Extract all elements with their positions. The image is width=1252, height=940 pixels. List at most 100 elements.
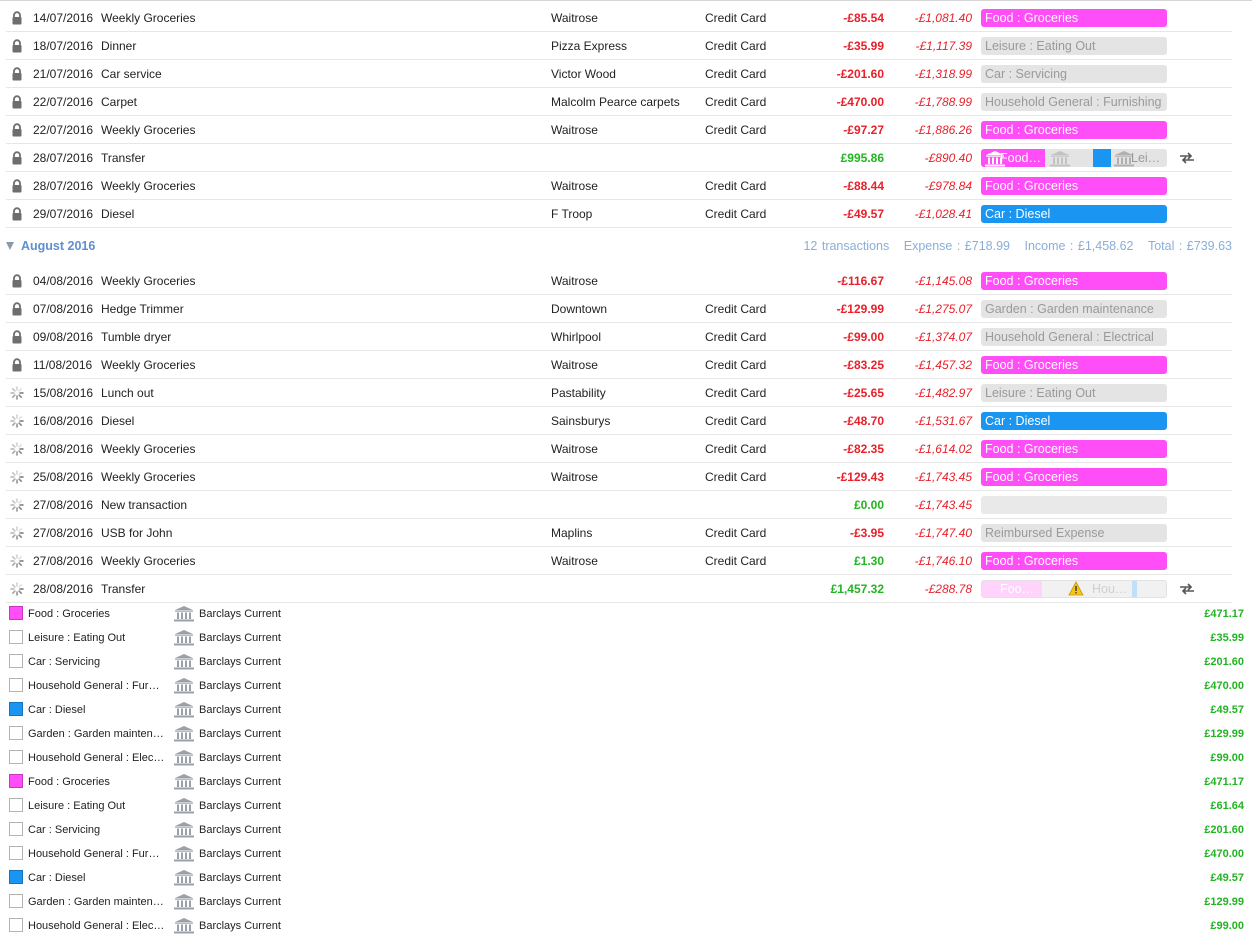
transaction-account: Credit Card	[705, 11, 767, 25]
transaction-row[interactable]: 22/07/2016 Carpet Malcolm Pearce carpets Cr…	[6, 88, 1232, 116]
split-category-tag[interactable]: Foo… Hou…	[981, 580, 1167, 598]
split-row[interactable]: Food : Groceries Barclays Current £471.17	[0, 602, 1252, 626]
transaction-row[interactable]: 25/08/2016 Weekly Groceries Waitrose Credit…	[6, 463, 1232, 491]
pending-icon	[10, 470, 24, 484]
split-row[interactable]: Car : Diesel Barclays Current £49.57	[0, 866, 1252, 890]
transaction-row[interactable]: 09/08/2016 Tumble dryer Whirlpool Credit Ca…	[6, 323, 1232, 351]
transaction-row[interactable]: 27/08/2016 New transaction £0.00 -£1,743.45	[6, 491, 1232, 519]
transaction-row[interactable]: 11/08/2016 Weekly Groceries Waitrose Credit…	[6, 351, 1232, 379]
category-tag[interactable]: Food : Groceries	[981, 552, 1167, 570]
transaction-description: Weekly Groceries	[101, 11, 196, 25]
category-tag[interactable]: Food : Groceries	[981, 121, 1167, 139]
category-color-swatch	[9, 918, 23, 932]
transaction-row[interactable]: 07/08/2016 Hedge Trimmer Downtown Credit Ca…	[6, 295, 1232, 323]
transaction-row[interactable]: 16/08/2016 Diesel Sainsburys Credit Card -£4…	[6, 407, 1232, 435]
split-row[interactable]: Leisure : Eating Out Barclays Current £61.…	[0, 794, 1252, 818]
split-row[interactable]: Garden : Garden mainten… Barclays Current…	[0, 722, 1252, 746]
split-account: Barclays Current	[199, 920, 281, 932]
transaction-description: New transaction	[101, 498, 188, 512]
split-account: Barclays Current	[199, 704, 281, 716]
category-tag[interactable]: Household General : Electrical	[981, 328, 1167, 346]
transaction-description: Weekly Groceries	[101, 123, 196, 137]
transaction-description: Carpet	[101, 95, 138, 109]
split-account: Barclays Current	[199, 800, 281, 812]
split-row[interactable]: Car : Servicing Barclays Current £201.60	[0, 650, 1252, 674]
category-tag[interactable]: Reimbursed Expense	[981, 524, 1167, 542]
transaction-account: Credit Card	[705, 358, 767, 372]
category-tag[interactable]	[981, 496, 1167, 514]
transaction-account: Credit Card	[705, 39, 767, 53]
transaction-row[interactable]: 29/07/2016 Diesel F Troop Credit Card -£49.5…	[6, 200, 1232, 228]
transaction-date: 21/07/2016	[33, 67, 94, 81]
bank-icon	[173, 653, 195, 671]
split-row[interactable]: Household General : Elec… Barclays Curren…	[0, 746, 1252, 770]
category-tag[interactable]: Car : Servicing	[981, 65, 1167, 83]
transaction-row[interactable]: 04/08/2016 Weekly Groceries Waitrose -£116.…	[6, 267, 1232, 295]
transaction-description: Weekly Groceries	[101, 358, 196, 372]
transaction-account: Credit Card	[705, 330, 767, 344]
transaction-description: Diesel	[101, 414, 135, 428]
bank-icon	[173, 869, 195, 887]
category-tag[interactable]: Car : Diesel	[981, 412, 1167, 430]
pending-icon	[10, 554, 24, 568]
split-account: Barclays Current	[199, 752, 281, 764]
transaction-date: 14/07/2016	[33, 11, 94, 25]
category-tag[interactable]: Household General : Furnishing	[981, 93, 1167, 111]
transaction-payee: F Troop	[551, 207, 593, 221]
pending-icon	[10, 386, 24, 400]
split-row[interactable]: Household General : Elec… Barclays Curren…	[0, 914, 1252, 938]
split-category: Car : Diesel	[28, 872, 86, 884]
category-tag[interactable]: Garden : Garden maintenance	[981, 300, 1167, 318]
split-row[interactable]: Household General : Fur… Barclays Current…	[0, 842, 1252, 866]
transaction-row[interactable]: 27/08/2016 USB for John Maplins Credit Card…	[6, 519, 1232, 547]
split-row[interactable]: Car : Servicing Barclays Current £201.60	[0, 818, 1252, 842]
month-summary: 12 transactions Expense : £718.99 Income…	[793, 239, 1232, 253]
disclosure-triangle-icon[interactable]	[6, 242, 14, 250]
transaction-row[interactable]: 14/07/2016 Weekly Groceries Waitrose Credit…	[6, 4, 1232, 32]
bank-icon	[173, 797, 195, 815]
transaction-account: Credit Card	[705, 123, 767, 137]
transaction-description: Diesel	[101, 207, 135, 221]
split-category-tag[interactable]: Food… Lei…	[981, 149, 1167, 167]
transaction-row[interactable]: 18/08/2016 Weekly Groceries Waitrose Credit…	[6, 435, 1232, 463]
transaction-row[interactable]: 28/08/2016 Transfer £1,457.32 -£288.78 Foo… H…	[6, 575, 1232, 603]
category-tag[interactable]: Food : Groceries	[981, 177, 1167, 195]
transaction-row[interactable]: 18/07/2016 Dinner Pizza Express Credit Card…	[6, 32, 1232, 60]
split-row[interactable]: Household General : Fur… Barclays Current…	[0, 674, 1252, 698]
transaction-row[interactable]: 15/08/2016 Lunch out Pastability Credit Car…	[6, 379, 1232, 407]
category-tag[interactable]: Leisure : Eating Out	[981, 384, 1167, 402]
split-category: Household General : Elec…	[28, 752, 165, 764]
category-tag[interactable]: Food : Groceries	[981, 440, 1167, 458]
running-balance: -£1,788.99	[914, 95, 972, 109]
split-row[interactable]: Garden : Garden mainten… Barclays Current…	[0, 890, 1252, 914]
category-tag[interactable]: Car : Diesel	[981, 205, 1167, 223]
lock-icon	[10, 95, 24, 109]
split-row[interactable]: Leisure : Eating Out Barclays Current £35.…	[0, 626, 1252, 650]
transaction-date: 22/07/2016	[33, 123, 94, 137]
running-balance: -£1,482.97	[914, 386, 972, 400]
transaction-row[interactable]: 21/07/2016 Car service Victor Wood Credit C…	[6, 60, 1232, 88]
category-tag[interactable]: Food : Groceries	[981, 272, 1167, 290]
split-segment-diesel	[1093, 149, 1111, 167]
transaction-row[interactable]: 27/08/2016 Weekly Groceries Waitrose Credit…	[6, 547, 1232, 575]
transaction-payee: Maplins	[551, 526, 593, 540]
transaction-date: 07/08/2016	[33, 302, 94, 316]
transfer-arrows-icon[interactable]	[1178, 152, 1196, 164]
transaction-row[interactable]: 28/07/2016 Transfer £995.86 -£890.40 Food… Le…	[6, 144, 1232, 172]
transaction-account: Credit Card	[705, 414, 767, 428]
category-tag[interactable]: Food : Groceries	[981, 9, 1167, 27]
category-tag[interactable]: Food : Groceries	[981, 356, 1167, 374]
category-tag[interactable]: Leisure : Eating Out	[981, 37, 1167, 55]
transfer-arrows-icon[interactable]	[1178, 583, 1196, 595]
bank-icon	[173, 749, 195, 767]
category-tag[interactable]: Food : Groceries	[981, 468, 1167, 486]
split-row[interactable]: Car : Diesel Barclays Current £49.57	[0, 698, 1252, 722]
bank-icon	[173, 677, 195, 695]
running-balance: -£1,374.07	[914, 330, 972, 344]
transaction-row[interactable]: 28/07/2016 Weekly Groceries Waitrose Credit…	[6, 172, 1232, 200]
split-account: Barclays Current	[199, 896, 281, 908]
month-header-august[interactable]: August 2016 12 transactions Expense : £7…	[0, 227, 1252, 267]
transaction-row[interactable]: 22/07/2016 Weekly Groceries Waitrose Credit…	[6, 116, 1232, 144]
split-row[interactable]: Food : Groceries Barclays Current £471.17	[0, 770, 1252, 794]
